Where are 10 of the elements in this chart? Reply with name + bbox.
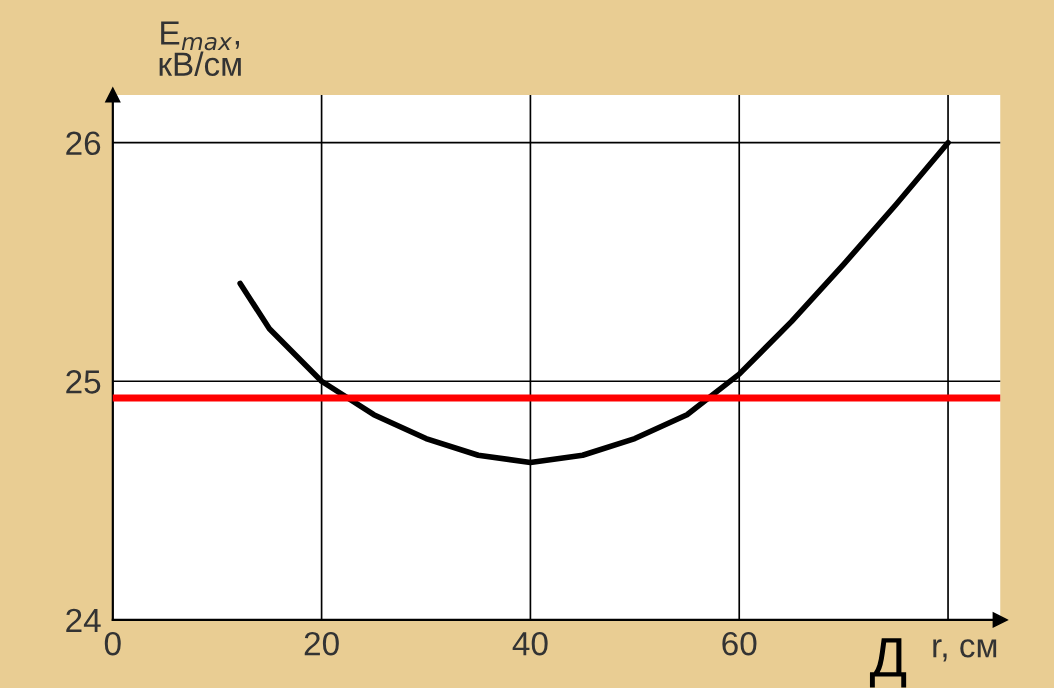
y-tick-label: 24 <box>66 608 101 632</box>
x-axis-title: r, см <box>933 639 997 662</box>
y-axis-title: E$_{max}$, кВ/см <box>159 21 241 76</box>
x-tick-label: 60 <box>722 631 757 656</box>
x-tick-label: 20 <box>304 631 339 656</box>
y-tick-label: 26 <box>66 131 101 156</box>
text: Д <box>869 638 907 688</box>
y-tick-label: 25 <box>66 370 101 394</box>
x-tick-label: 40 <box>512 631 548 656</box>
x-tick-label: 0 <box>104 631 121 656</box>
